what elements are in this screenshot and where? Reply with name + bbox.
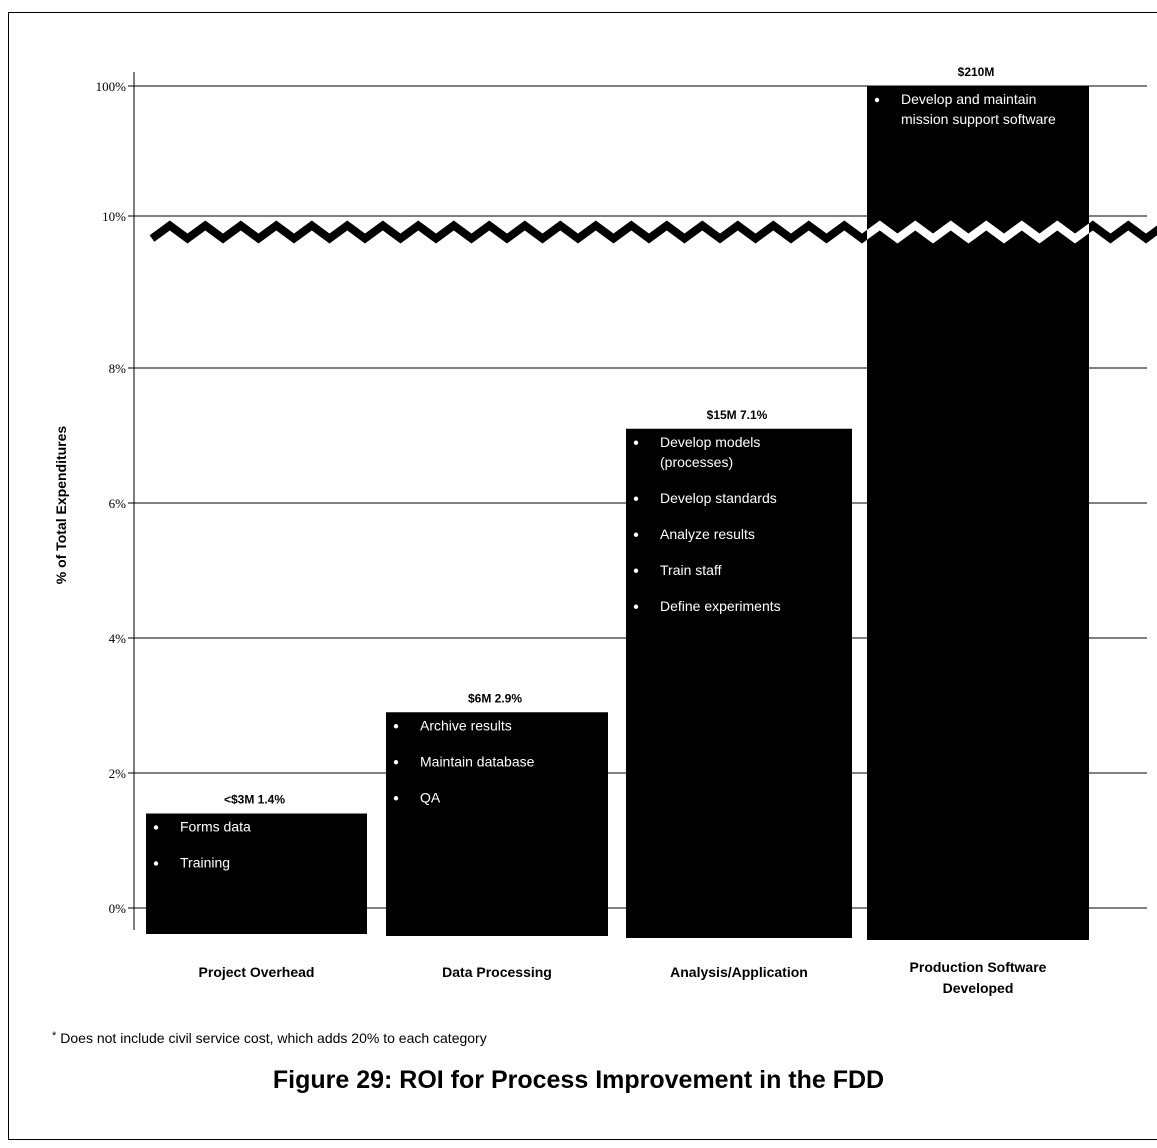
bullet-dot: [153, 825, 159, 830]
bullet-dot: [393, 724, 399, 729]
footnote: * Does not include civil service cost, wh…: [52, 1030, 487, 1046]
bullet-text: Forms data: [180, 819, 251, 835]
data-label: $6M 2.9%: [468, 691, 522, 705]
bullet-dot: [633, 532, 639, 537]
y-tick-label: 2%: [109, 766, 127, 781]
bar: [146, 813, 367, 934]
bullet-dot: [633, 568, 639, 573]
data-label: $210M: [958, 65, 995, 79]
footnote-marker: *: [52, 1030, 57, 1042]
bullet-dot: [633, 440, 639, 445]
bullet-dot: [633, 604, 639, 609]
bullet-text: QA: [420, 789, 441, 805]
bullet-text: Develop and maintain: [901, 91, 1036, 107]
category-label: Production Software: [910, 959, 1047, 975]
figure-caption: Figure 29: ROI for Process Improvement i…: [272, 1066, 885, 1094]
axis-break-zigzag-on-bar: [867, 220, 1089, 244]
category-label: Developed: [943, 980, 1014, 996]
bullet-text: (processes): [660, 454, 733, 470]
bullet-text: Analyze results: [660, 526, 755, 542]
bullet-text: mission support software: [901, 111, 1056, 127]
category-label: Project Overhead: [199, 964, 315, 980]
bar-chart: 0% 2% 4% 6% 8% 10% 100% % of Total Expenditures…: [53, 65, 1157, 996]
bullet-text: Define experiments: [660, 598, 781, 614]
bullet-dot: [153, 861, 159, 866]
data-label: <$3M 1.4%: [224, 793, 285, 807]
y-axis-title: % of Total Expenditures: [53, 426, 69, 585]
category-label: Data Processing: [442, 964, 552, 980]
footnote-text: Does not include civil service cost, whi…: [60, 1030, 487, 1046]
bar: [626, 428, 852, 938]
bullet-dot: [874, 97, 880, 103]
bullet-text: Maintain database: [420, 753, 535, 769]
bullet-text: Develop models: [660, 434, 760, 450]
bullet-text: Train staff: [660, 562, 722, 578]
y-tick-label: 4%: [109, 631, 127, 646]
y-tick-label: 0%: [109, 901, 127, 916]
y-tick-label: 10%: [102, 209, 126, 224]
bullet-text: Archive results: [420, 717, 512, 733]
category-label: Analysis/Application: [670, 964, 808, 980]
bullet-dot: [393, 760, 399, 765]
bullet-text: Develop standards: [660, 490, 777, 506]
y-tick-label: 8%: [109, 361, 127, 376]
bullet-dot: [633, 496, 639, 501]
figure-frame: [8, 12, 1157, 1140]
y-tick-label: 6%: [109, 496, 127, 511]
bar: [386, 712, 608, 936]
y-tick-label: 100%: [96, 79, 127, 94]
data-label: $15M 7.1%: [707, 408, 768, 422]
bullet-dot: [393, 796, 399, 801]
bullet-text: Training: [180, 855, 230, 871]
bar: [867, 86, 1089, 940]
